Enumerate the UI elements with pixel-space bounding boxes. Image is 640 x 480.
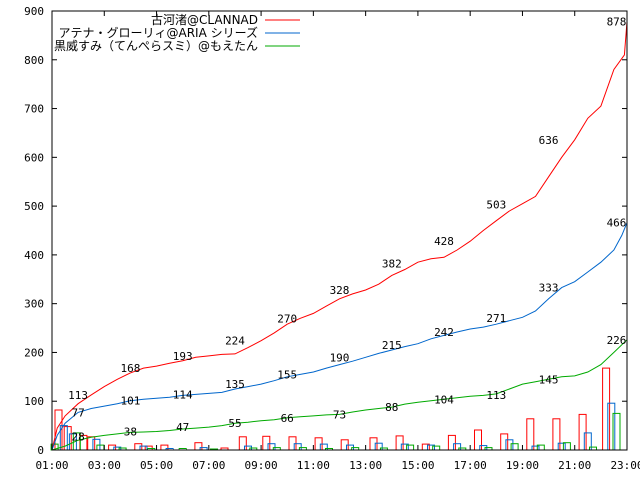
hourly-bar [474,429,482,451]
y-tick-label: 800 [24,54,44,67]
y-tick-label: 700 [24,103,44,116]
data-label: 168 [120,362,140,375]
hourly-bar [134,443,143,451]
hourly-bar [447,434,456,451]
x-tick-label: 15:00 [401,459,434,472]
data-label: 215 [382,339,402,352]
data-label: 271 [486,312,506,325]
y-tick-label: 600 [24,151,44,164]
hourly-bar [510,443,519,451]
hourly-bar [139,445,148,451]
hourly-bar [238,436,247,451]
hourly-bar [453,443,462,451]
data-label: 28 [71,430,84,443]
data-label: 155 [277,368,297,381]
data-label: 270 [277,312,297,325]
data-label: 145 [539,373,559,386]
hourly-bar [262,435,271,451]
hourly-bar [562,442,571,451]
plot-frame [51,10,628,451]
data-label: 104 [434,393,454,406]
data-label: 878 [607,16,627,29]
hourly-bar [432,445,441,451]
hourly-bar [87,436,96,451]
data-label: 636 [539,134,559,147]
data-label: 382 [382,258,402,271]
legend-label: 古河渚@CLANNAD [151,12,258,27]
data-label: 190 [330,351,350,364]
hourly-bar [612,412,621,451]
data-label: 77 [71,406,84,419]
x-tick-label: 03:00 [88,459,121,472]
x-tick-label: 23:00 [610,459,640,472]
x-tick-label: 13:00 [349,459,382,472]
y-tick-label: 500 [24,200,44,213]
hourly-bar [557,442,566,451]
data-label: 328 [330,284,350,297]
hourly-bar [531,445,540,451]
legend-label: 黒威すみ（てんぺらスミ）@もえたん [54,39,258,53]
x-tick-label: 05:00 [140,459,173,472]
hourly-bar [505,439,514,451]
x-tick-label: 09:00 [245,459,278,472]
series-line [51,339,628,451]
data-label: 55 [228,417,241,430]
data-label: 66 [281,412,294,425]
data-label: 113 [68,389,88,402]
data-labels-layer: 113 168 193 224 270 328 382 428 503 636 878 77 101 11… [68,16,626,444]
hourly-bar [293,443,302,451]
x-tick-label: 17:00 [454,459,487,472]
axes-layer: 0 100 200 300 400 500 600 700 800 900 01:00 03:00 05… [24,5,640,472]
data-label: 101 [120,395,140,408]
data-label: 503 [486,199,506,212]
hourly-bar [160,444,169,451]
x-tick-label: 19:00 [506,459,539,472]
hourly-bar [578,413,587,451]
hourly-bar [526,418,535,451]
x-tick-label: 07:00 [192,459,225,472]
hourly-bar [602,367,611,451]
data-label: 226 [607,334,627,347]
x-tick-label: 01:00 [35,459,68,472]
y-tick-label: 100 [24,395,44,408]
cumulative-lines-layer [51,21,628,451]
data-label: 333 [539,282,559,295]
y-tick-label: 0 [37,444,44,457]
legend-label: アテナ・グローリィ@ARIA シリーズ [58,25,258,40]
y-tick-label: 400 [24,249,44,262]
data-label: 135 [225,378,245,391]
hourly-bar [552,418,561,451]
data-label: 113 [486,389,506,402]
x-tick-label: 21:00 [558,459,591,472]
data-label: 466 [607,217,627,230]
y-tick-label: 900 [24,5,44,18]
series-line [51,21,628,451]
series-line [51,222,628,451]
data-label: 242 [434,326,454,339]
hourly-bar [406,444,415,451]
hourly-bar [395,435,404,451]
y-tick-label: 200 [24,346,44,359]
hourly-bar [319,443,328,451]
data-label: 38 [124,426,137,439]
x-tick-label: 11:00 [297,459,330,472]
hourly-bar [369,437,378,451]
hourly-bar [374,442,383,451]
hourly-bar [607,402,616,451]
hourly-bar [500,433,509,451]
data-label: 428 [434,235,454,248]
data-label: 114 [173,388,193,401]
hourly-bar [194,442,203,451]
data-label: 193 [173,350,193,363]
data-label: 224 [225,335,245,348]
data-label: 88 [385,401,398,414]
data-label: 47 [176,421,189,434]
hourly-bar [267,443,276,451]
y-tick-label: 300 [24,298,44,311]
data-label: 73 [333,408,346,421]
